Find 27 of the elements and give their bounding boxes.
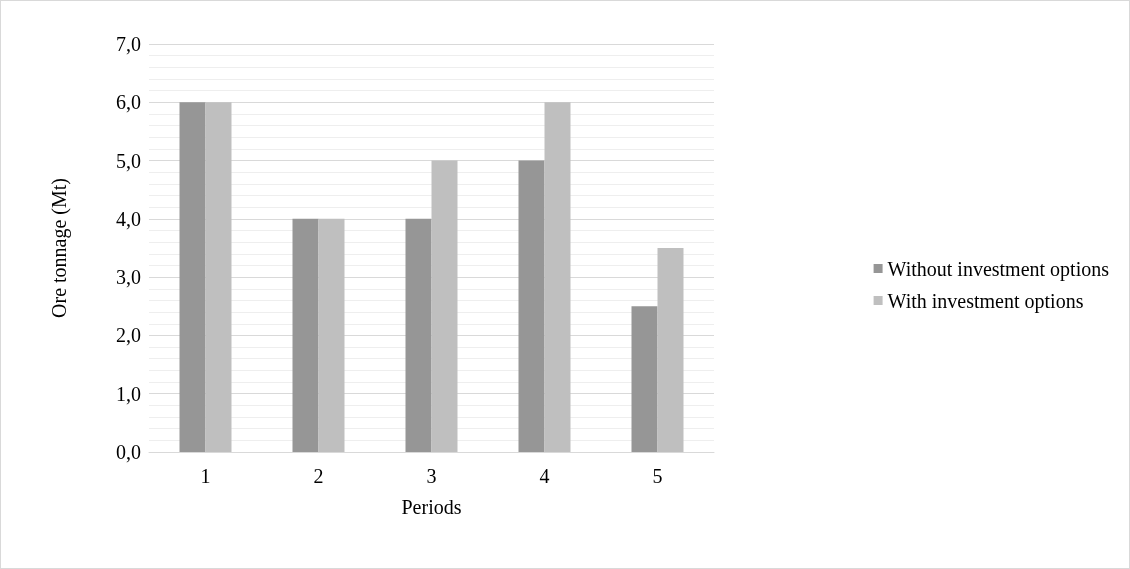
x-tick-label: 5 xyxy=(652,465,663,487)
y-tick-label: 4,0 xyxy=(116,207,141,230)
bar xyxy=(318,218,345,452)
y-tick-label: 1,0 xyxy=(116,382,141,405)
bar xyxy=(657,248,684,452)
bar xyxy=(179,102,206,452)
bar xyxy=(631,306,658,452)
x-tick-label: 2 xyxy=(313,465,324,487)
bar xyxy=(518,160,545,452)
bar xyxy=(292,218,319,452)
x-tick-label: 4 xyxy=(539,465,550,487)
y-tick-label: 3,0 xyxy=(116,266,141,289)
legend-label: With investment options xyxy=(887,289,1084,313)
y-tick-label: 6,0 xyxy=(116,91,141,114)
x-axis-title: Periods xyxy=(401,496,462,518)
bar xyxy=(205,102,232,452)
y-tick-label: 5,0 xyxy=(116,149,141,172)
legend-label: Without investment options xyxy=(887,257,1110,281)
y-axis-title: Ore tonnage (Mt) xyxy=(48,178,71,318)
bar xyxy=(544,102,571,452)
y-tick-label: 0,0 xyxy=(116,441,141,463)
y-tick-label: 7,0 xyxy=(116,33,141,55)
y-tick-label: 2,0 xyxy=(116,324,141,347)
x-tick-label: 3 xyxy=(426,465,437,487)
bar xyxy=(405,218,432,452)
bar xyxy=(431,160,458,452)
x-tick-label: 1 xyxy=(200,465,211,487)
